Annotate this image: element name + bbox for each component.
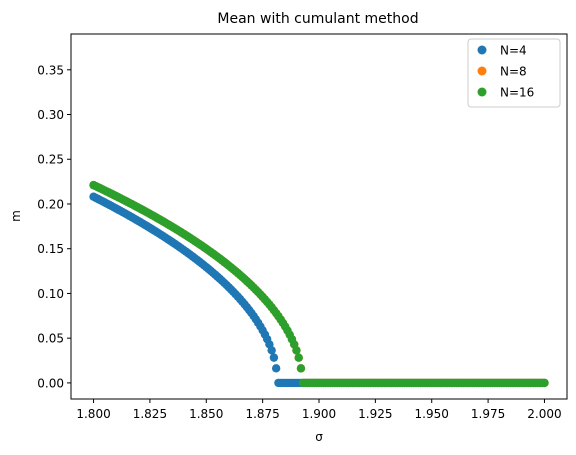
data-point <box>269 353 279 362</box>
y-tick-label: 0.25 <box>37 153 64 167</box>
legend-marker <box>477 45 487 55</box>
data-point <box>292 346 301 355</box>
x-tick-label: 1.850 <box>189 407 223 421</box>
x-axis: 1.800 1.825 1.850 1.875 1.900 1.925 1.950 1.975… <box>76 399 562 421</box>
data-point <box>540 378 549 388</box>
x-tick-label: 1.875 <box>245 407 279 421</box>
y-tick-label: 0.35 <box>37 63 64 77</box>
x-tick-label: 1.925 <box>358 407 392 421</box>
y-axis-label: m <box>9 210 23 222</box>
x-tick-label: 1.975 <box>471 407 505 421</box>
x-axis-label: σ <box>315 430 323 444</box>
x-tick-label: 1.825 <box>133 407 167 421</box>
legend: N=4 N=8 N=16 <box>467 38 561 108</box>
legend-label: N=8 <box>500 65 527 79</box>
chart-title: Mean with cumulant method <box>217 11 418 27</box>
x-tick-label: 1.900 <box>302 407 336 421</box>
y-tick-label: 0.05 <box>37 332 64 346</box>
y-tick-label: 0.20 <box>37 197 64 211</box>
y-tick-label: 0.10 <box>37 287 64 301</box>
legend-label: N=4 <box>500 44 527 58</box>
series-N=16 <box>89 180 549 388</box>
data-point <box>296 364 306 373</box>
y-axis: 0.00 0.05 0.10 0.15 0.20 0.25 0.30 0.35 <box>37 63 71 390</box>
legend-box <box>467 38 561 108</box>
y-tick-label: 0.30 <box>37 108 64 122</box>
legend-marker <box>477 66 487 76</box>
y-tick-label: 0.00 <box>37 376 64 390</box>
x-tick-label: 2.000 <box>527 407 561 421</box>
y-tick-label: 0.15 <box>37 242 64 256</box>
data-points <box>89 180 549 388</box>
legend-label: N=16 <box>500 86 534 100</box>
data-point <box>267 346 276 355</box>
data-point <box>294 353 303 362</box>
x-tick-label: 1.950 <box>415 407 449 421</box>
x-tick-label: 1.800 <box>76 407 110 421</box>
legend-marker <box>477 87 487 97</box>
data-point <box>271 364 281 373</box>
